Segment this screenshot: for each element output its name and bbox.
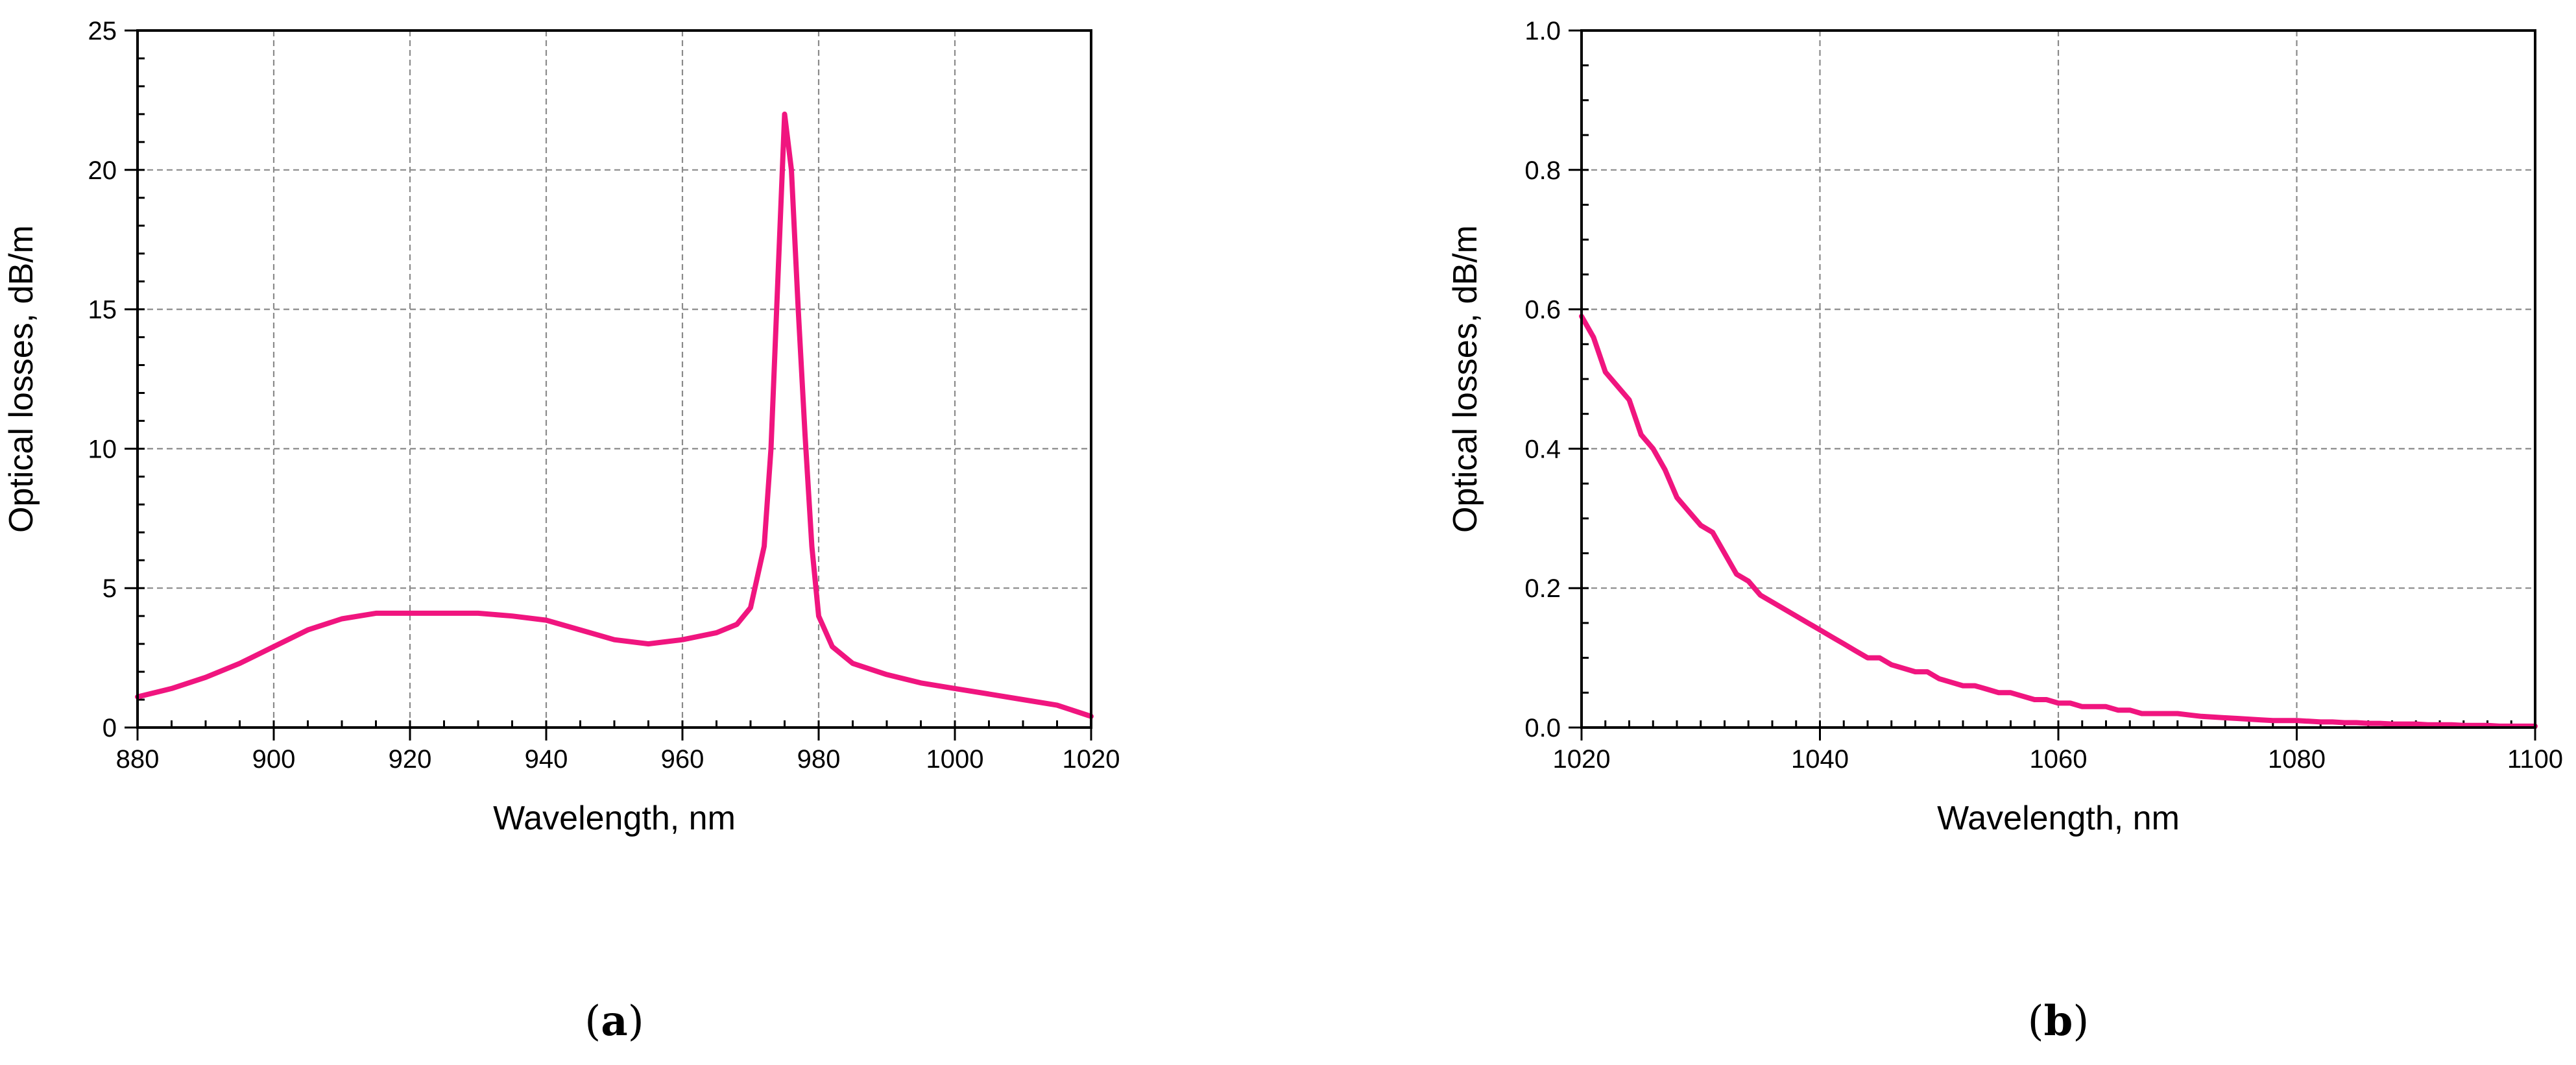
panel-label: (a) [584, 997, 644, 1046]
x-tick-label: 980 [797, 745, 841, 774]
panel-label-letter: a [601, 997, 627, 1046]
x-tick-label: 960 [661, 745, 704, 774]
panel-label-close: ) [2073, 998, 2089, 1046]
x-tick-label: 880 [116, 745, 160, 774]
y-tick-label: 10 [88, 435, 117, 463]
y-tick-label: 5 [102, 574, 117, 603]
y-tick-label: 0 [102, 714, 117, 742]
tick-labels: 1020 1040 1060 1080 1100 0.0 0.2 0.4 0.6 0.8 1.0 [1524, 17, 2563, 774]
y-tick-label: 20 [88, 156, 117, 185]
y-tick-label: 0.6 [1524, 296, 1561, 324]
x-tick-label: 1100 [2507, 745, 2563, 774]
y-tick-label: 0.8 [1524, 156, 1561, 185]
series-lines [135, 111, 1094, 719]
x-tick-label: 1020 [1063, 745, 1120, 774]
axis-ticks [1569, 29, 2536, 741]
plot-area-frame [1580, 29, 2536, 729]
y-tick-label: 0.0 [1524, 714, 1561, 742]
y-tick-label: 1.0 [1524, 17, 1561, 45]
x-tick-label: 1000 [926, 745, 984, 774]
x-tick-label: 1040 [1791, 745, 1849, 774]
x-tick-label: 940 [525, 745, 568, 774]
x-tick-label: 1080 [2268, 745, 2326, 774]
y-tick-label: 15 [88, 296, 117, 324]
grid-lines [1582, 31, 2535, 728]
y-axis-title: Optical losses, dB/m [3, 225, 40, 533]
x-tick-label: 900 [252, 745, 296, 774]
chart-panel-b: 1020 1040 1060 1080 1100 0.0 0.2 0.4 0.6 0.8 1.0 W… [1447, 17, 2563, 1046]
axis-ticks [125, 29, 1092, 741]
grid-lines [138, 31, 1091, 728]
x-tick-label: 1020 [1553, 745, 1611, 774]
panel-label-open: ( [584, 998, 601, 1046]
panel-label-close: ) [628, 998, 644, 1046]
panel-label-open: ( [2028, 998, 2044, 1046]
panel-label-letter: b [2044, 997, 2073, 1046]
x-tick-label: 1060 [2030, 745, 2088, 774]
tick-labels: 880 900 920 940 960 980 1000 1020 0 5 10 15 20 25 [88, 17, 1120, 774]
series-line [135, 111, 1094, 719]
x-axis-title: Wavelength, nm [493, 800, 736, 837]
y-tick-label: 0.2 [1524, 574, 1561, 603]
x-tick-label: 920 [389, 745, 432, 774]
x-axis-title: Wavelength, nm [1937, 800, 2180, 837]
y-tick-label: 25 [88, 17, 117, 45]
y-tick-label: 0.4 [1524, 435, 1561, 463]
panel-label: (b) [2028, 997, 2089, 1046]
y-axis-title: Optical losses, dB/m [1447, 225, 1484, 533]
series-lines [1579, 313, 2538, 729]
plot-area-frame [136, 29, 1092, 729]
chart-panel-a: 880 900 920 940 960 980 1000 1020 0 5 10 15 20 25 Wav… [3, 17, 1120, 1046]
series-line [1579, 313, 2538, 729]
